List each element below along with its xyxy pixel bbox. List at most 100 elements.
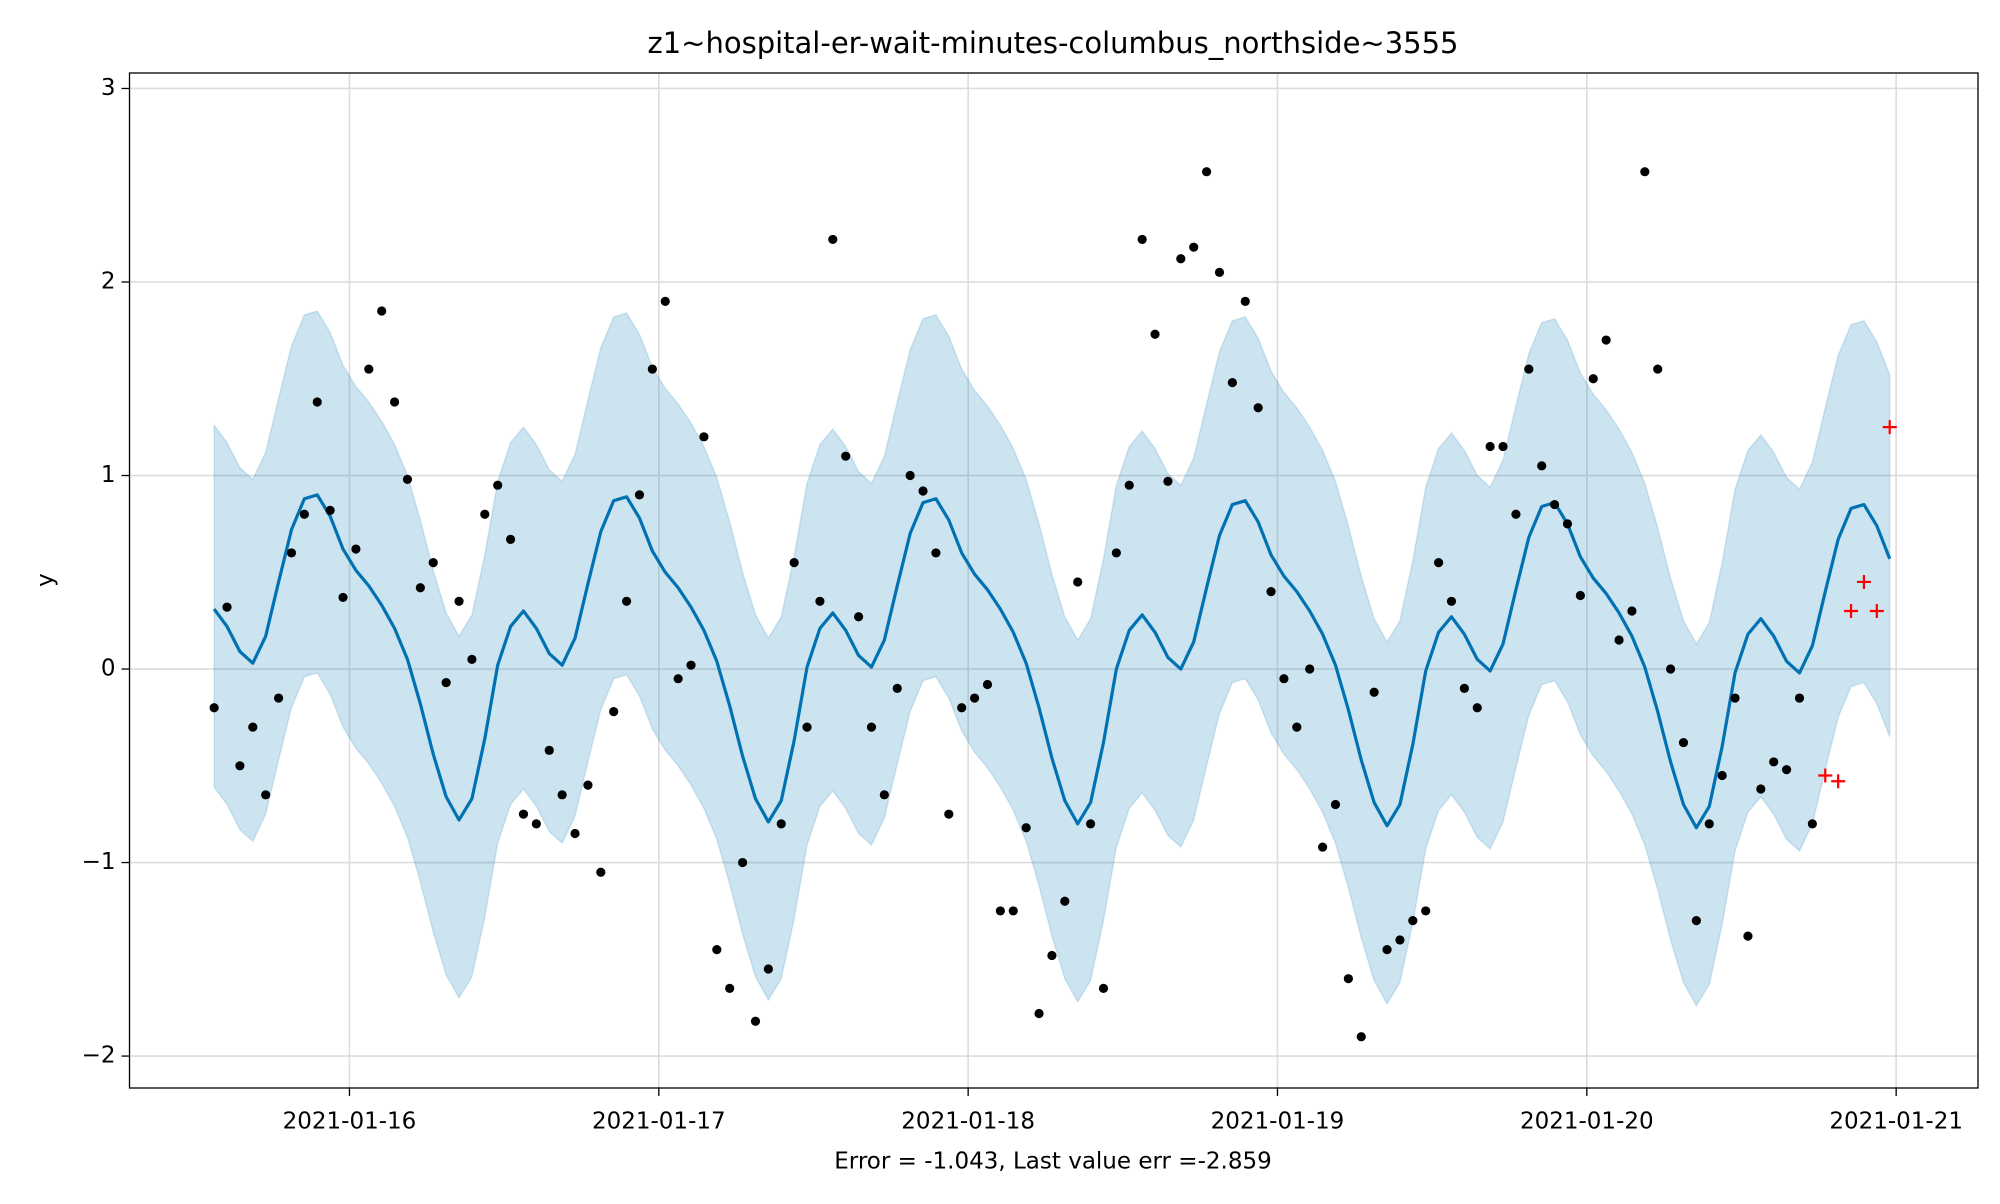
x-tick-label: 2021-01-20	[1520, 1109, 1654, 1135]
observed-point	[235, 761, 245, 771]
observed-point	[725, 983, 735, 993]
observed-point	[1562, 519, 1573, 529]
observed-point	[1640, 167, 1650, 177]
observed-point	[1575, 590, 1585, 601]
observed-point	[557, 790, 567, 800]
y-tick-label: 1	[101, 462, 116, 488]
observed-point	[338, 592, 348, 603]
test-point	[1818, 768, 1833, 783]
observed-point	[1421, 906, 1431, 916]
x-tick-label: 2021-01-21	[1829, 1109, 1963, 1135]
observed-point	[931, 548, 941, 558]
observed-point	[879, 790, 889, 800]
observed-point	[647, 364, 657, 374]
y-tick-label: −2	[82, 1043, 116, 1069]
observed-point	[441, 677, 451, 688]
test-point	[1869, 603, 1884, 618]
observed-point	[815, 596, 825, 606]
observed-point	[1678, 737, 1689, 748]
observed-point	[841, 451, 851, 461]
observed-point	[609, 707, 619, 717]
chart-title: z1~hospital-er-wait-minutes-columbus_nor…	[647, 26, 1458, 60]
observed-point	[918, 486, 928, 496]
observed-point	[312, 397, 322, 407]
observed-point	[454, 596, 464, 606]
observed-point	[1794, 693, 1805, 703]
observed-point	[1653, 364, 1663, 374]
observed-point	[1034, 1008, 1044, 1019]
observed-point	[1201, 167, 1212, 177]
observed-point	[995, 906, 1005, 916]
observed-point	[1214, 267, 1225, 277]
observed-point	[1601, 335, 1611, 345]
observed-point	[1743, 931, 1753, 941]
observed-point	[531, 819, 541, 829]
observed-point	[286, 548, 297, 558]
observed-point	[982, 679, 993, 690]
observed-point	[776, 819, 786, 829]
observed-point	[1163, 476, 1173, 486]
observed-point	[402, 474, 413, 484]
observed-point	[905, 470, 915, 481]
observed-point	[1472, 703, 1482, 713]
observed-point	[1614, 635, 1624, 645]
observed-point	[1781, 765, 1792, 775]
observed-point	[1524, 364, 1534, 374]
observed-point	[1150, 329, 1160, 339]
observed-point	[686, 660, 696, 670]
observed-point	[1446, 596, 1457, 606]
observed-point	[1047, 950, 1057, 961]
observed-point	[802, 722, 812, 732]
x-tick-label: 2021-01-19	[1211, 1109, 1345, 1135]
observed-point	[1279, 674, 1289, 684]
observed-point	[1691, 916, 1701, 926]
observed-point	[428, 557, 438, 568]
observed-point	[634, 490, 645, 500]
observed-point	[1511, 509, 1521, 519]
observed-point	[505, 534, 516, 544]
observed-point	[209, 703, 219, 713]
observed-point	[1343, 974, 1353, 984]
x-tick-label: 2021-01-18	[901, 1109, 1035, 1135]
y-axis-label: y	[33, 573, 59, 587]
observed-point	[248, 722, 258, 732]
data-layer	[209, 167, 1897, 1042]
observed-point	[1537, 461, 1547, 471]
observed-point	[518, 809, 529, 819]
axes-layer: −2 −1 0 1 2 3 2021-01-16 2021-01-17 2021-01-18 20…	[82, 72, 1979, 1135]
observed-point	[763, 964, 773, 974]
observed-point	[828, 234, 838, 245]
plot-frame	[128, 72, 1979, 1089]
observed-point	[969, 693, 980, 703]
observed-point	[1627, 606, 1637, 616]
observed-point	[699, 432, 709, 442]
observed-point	[325, 505, 335, 515]
observed-point	[789, 557, 799, 568]
observed-point	[377, 306, 387, 316]
observed-point	[1459, 683, 1469, 693]
y-tick-label: 0	[101, 656, 116, 682]
observed-point	[1588, 374, 1598, 384]
observed-point	[1098, 983, 1109, 993]
observed-point	[273, 693, 284, 703]
observed-point	[222, 602, 232, 612]
test-point	[1882, 420, 1897, 435]
observed-point	[415, 583, 425, 593]
observed-point	[1330, 799, 1341, 810]
observed-point	[1756, 784, 1766, 794]
observed-point	[1253, 403, 1263, 413]
observed-point	[1769, 757, 1779, 767]
observed-point	[1111, 548, 1121, 558]
observed-point	[1433, 557, 1444, 568]
observed-point	[737, 857, 748, 868]
observed-point	[1189, 242, 1199, 252]
observed-point	[1227, 378, 1237, 388]
observed-point	[261, 790, 271, 800]
observed-point	[389, 397, 400, 407]
observed-point	[1704, 819, 1714, 829]
test-point	[1844, 603, 1859, 618]
observed-point	[957, 703, 967, 713]
uncertainty-band	[213, 310, 1891, 1008]
